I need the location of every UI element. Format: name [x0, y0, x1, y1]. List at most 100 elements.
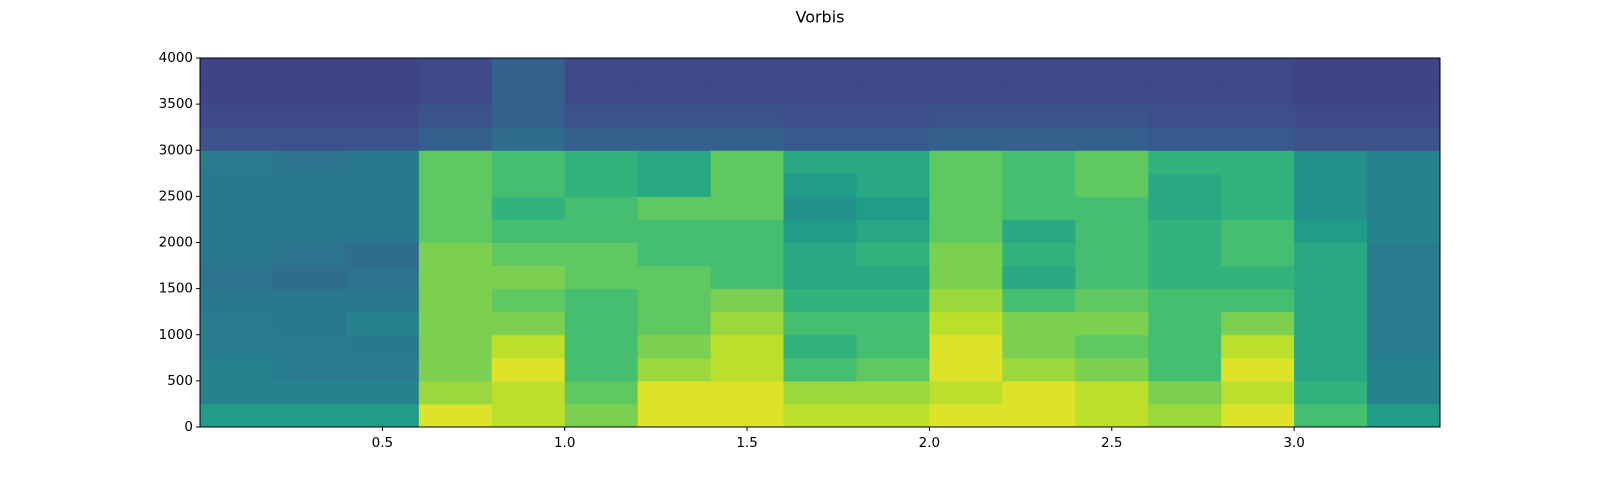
heatmap-cell	[856, 311, 930, 336]
heatmap-cell	[1221, 127, 1295, 151]
heatmap-cell	[272, 173, 347, 197]
heatmap-cell	[345, 127, 420, 151]
heatmap-cell	[1002, 150, 1076, 174]
heatmap-cell	[1002, 196, 1076, 220]
heatmap-cell	[856, 150, 930, 174]
heatmap-cell	[1002, 311, 1076, 336]
heatmap-cell	[1367, 81, 1441, 105]
heatmap-cell	[345, 265, 420, 290]
heatmap-cell	[345, 196, 420, 220]
heatmap-cell	[1075, 357, 1149, 382]
heatmap-cell	[564, 334, 639, 359]
heatmap-cell	[491, 265, 566, 290]
heatmap-cell	[856, 104, 930, 128]
heatmap-cell	[929, 357, 1003, 382]
heatmap-cell	[783, 265, 857, 290]
heatmap-cell	[856, 242, 930, 267]
heatmap-cell	[1367, 104, 1441, 128]
heatmap-cell	[345, 173, 420, 197]
y-tick-label: 2000	[159, 235, 193, 251]
heatmap-cell	[1221, 173, 1295, 197]
heatmap-cell	[345, 311, 420, 336]
heatmap-cell	[856, 380, 930, 405]
heatmap-cell	[856, 403, 930, 428]
heatmap-cell	[1367, 173, 1441, 197]
heatmap-cell	[637, 219, 712, 243]
heatmap-cell	[1002, 357, 1076, 382]
heatmap-cell	[929, 81, 1003, 105]
heatmap-cell	[200, 127, 274, 151]
heatmap-cell	[710, 311, 785, 336]
heatmap-cell	[1294, 81, 1368, 105]
heatmap-cell	[1367, 288, 1441, 313]
heatmap-cell	[1148, 242, 1222, 267]
heatmap-cell	[1148, 265, 1222, 290]
heatmap-cell	[564, 150, 639, 174]
heatmap-cell	[1002, 334, 1076, 359]
heatmap-cell	[272, 311, 347, 336]
heatmap-cell	[200, 81, 274, 105]
y-tick-label: 3500	[159, 96, 193, 112]
heatmap-cell	[1148, 150, 1222, 174]
heatmap-cell	[418, 81, 493, 105]
heatmap-cell	[929, 288, 1003, 313]
heatmap-cell	[272, 196, 347, 220]
heatmap-cell	[637, 380, 712, 405]
heatmap-cell	[564, 173, 639, 197]
heatmap-cell	[1148, 219, 1222, 243]
heatmap-cell	[783, 81, 857, 105]
heatmap-cell	[491, 219, 566, 243]
heatmap-cell	[1294, 242, 1368, 267]
heatmap-cell	[200, 104, 274, 128]
heatmap-cell	[1075, 403, 1149, 428]
heatmap-cell	[1221, 357, 1295, 382]
heatmap-cell	[637, 173, 712, 197]
heatmap-cell	[564, 403, 639, 428]
heatmap-cell	[1075, 288, 1149, 313]
heatmap-cell	[783, 242, 857, 267]
heatmap-cell	[491, 288, 566, 313]
heatmap-cell	[1294, 219, 1368, 243]
heatmap-cell	[856, 81, 930, 105]
heatmap-cell	[418, 334, 493, 359]
heatmap-cell	[491, 127, 566, 151]
heatmap-cell	[491, 58, 566, 82]
heatmap-cell	[710, 242, 785, 267]
heatmap-cell	[200, 288, 274, 313]
heatmap-cell	[1002, 288, 1076, 313]
heatmap-cell	[345, 334, 420, 359]
heatmap-cell	[200, 196, 274, 220]
heatmap-cell	[637, 242, 712, 267]
heatmap-cell	[856, 265, 930, 290]
heatmap-cell	[1294, 311, 1368, 336]
heatmap-cell	[1002, 173, 1076, 197]
heatmap-cell	[710, 81, 785, 105]
heatmap-cell	[1221, 334, 1295, 359]
heatmap-cell	[637, 311, 712, 336]
heatmap-cell	[1367, 403, 1441, 428]
heatmap-cell	[1075, 380, 1149, 405]
heatmap-cell	[1075, 334, 1149, 359]
heatmap-cell	[1221, 242, 1295, 267]
heatmap-cell	[637, 196, 712, 220]
heatmap-cell	[1367, 150, 1441, 174]
heatmap-cell	[1148, 81, 1222, 105]
heatmap-cell	[783, 334, 857, 359]
heatmap-cell	[710, 357, 785, 382]
heatmap-cell	[491, 150, 566, 174]
heatmap-cell	[200, 242, 274, 267]
heatmap-cell	[783, 288, 857, 313]
heatmap-cell	[1075, 127, 1149, 151]
heatmap-cell	[1075, 58, 1149, 82]
heatmap-cell	[929, 334, 1003, 359]
heatmap-cell	[856, 219, 930, 243]
heatmap-cell	[1294, 127, 1368, 151]
heatmap-cell	[929, 380, 1003, 405]
heatmap-cell	[491, 357, 566, 382]
y-tick-label: 4000	[159, 50, 193, 66]
heatmap-cell	[929, 173, 1003, 197]
heatmap-cell	[710, 380, 785, 405]
heatmap-cell	[1148, 288, 1222, 313]
heatmap-cell	[783, 196, 857, 220]
